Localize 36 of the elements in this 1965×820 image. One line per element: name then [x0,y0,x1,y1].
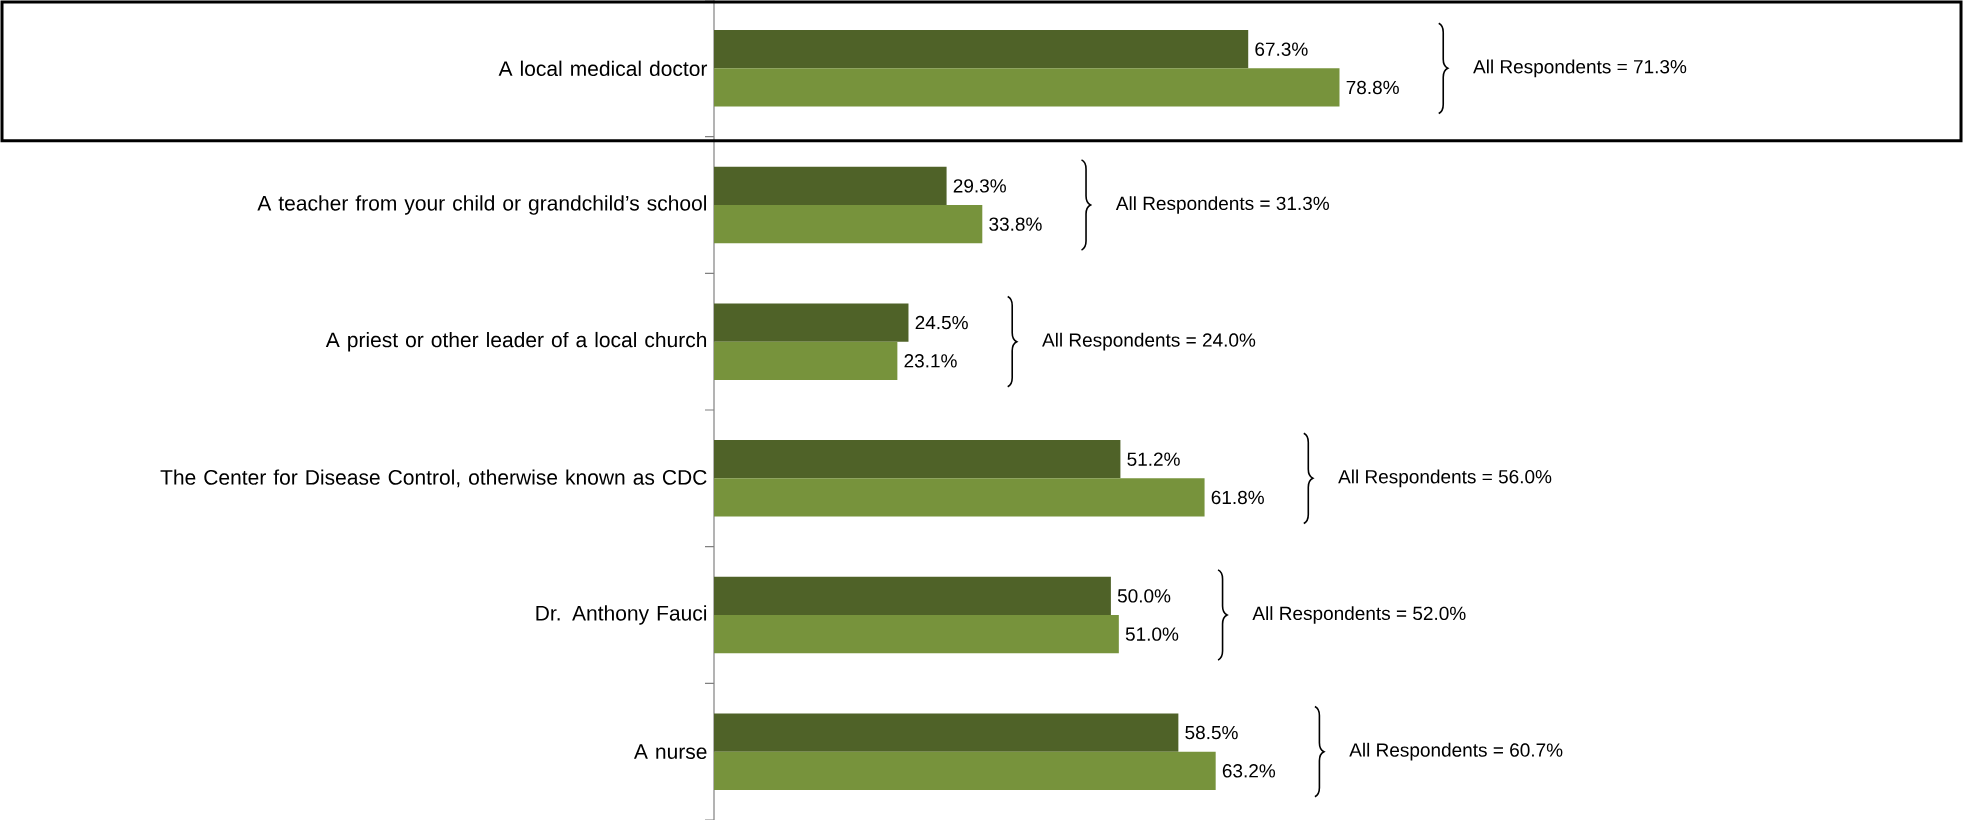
data-label: 51.2% [1127,452,1180,466]
data-label: 24.5% [915,315,968,330]
annotation: All Respondents = 56.0% [1338,469,1552,488]
data-label: 61.8% [1211,490,1264,505]
bar [714,440,1121,479]
y-tick-label: A teacher from your child or grandchild’s school [257,195,706,215]
data-label: 29.3% [953,179,1006,193]
bar [714,30,1249,69]
bar [714,68,1340,107]
bar [714,205,983,244]
y-tick-label: Dr. Anthony Fauci [536,605,707,625]
data-label: 50.0% [1117,589,1171,603]
data-label: 33.8% [989,217,1042,231]
y-tick-label: A nurse [633,744,707,759]
y-tick-label: The Center for Disease Control, otherwise known as CDC [160,469,707,488]
bar [714,713,1179,752]
annotation: All Respondents = 31.3% [1115,196,1330,214]
bar [714,751,1216,790]
bar [714,478,1205,517]
data-label: 78.8% [1346,80,1399,95]
data-label: 67.3% [1255,42,1308,56]
data-label: 63.2% [1222,764,1276,778]
annotation: All Respondents = 52.0% [1252,606,1466,624]
bar [714,303,909,342]
data-label: 23.1% [904,354,957,368]
data-label: 58.5% [1185,725,1238,740]
bar [714,576,1111,616]
bar [714,615,1119,654]
annotation: All Respondents = 24.0% [1042,332,1256,351]
text: All Respondents = 71.3% [1473,59,1687,78]
y-tick-label: A local medical doctor [498,60,708,77]
bar [714,166,947,206]
bar [714,341,898,380]
data-label: 51.0% [1125,627,1179,641]
text: All Respondents = 60.7% [1349,742,1563,761]
y-tick-label: A priest or other leader of a local church [325,331,707,352]
